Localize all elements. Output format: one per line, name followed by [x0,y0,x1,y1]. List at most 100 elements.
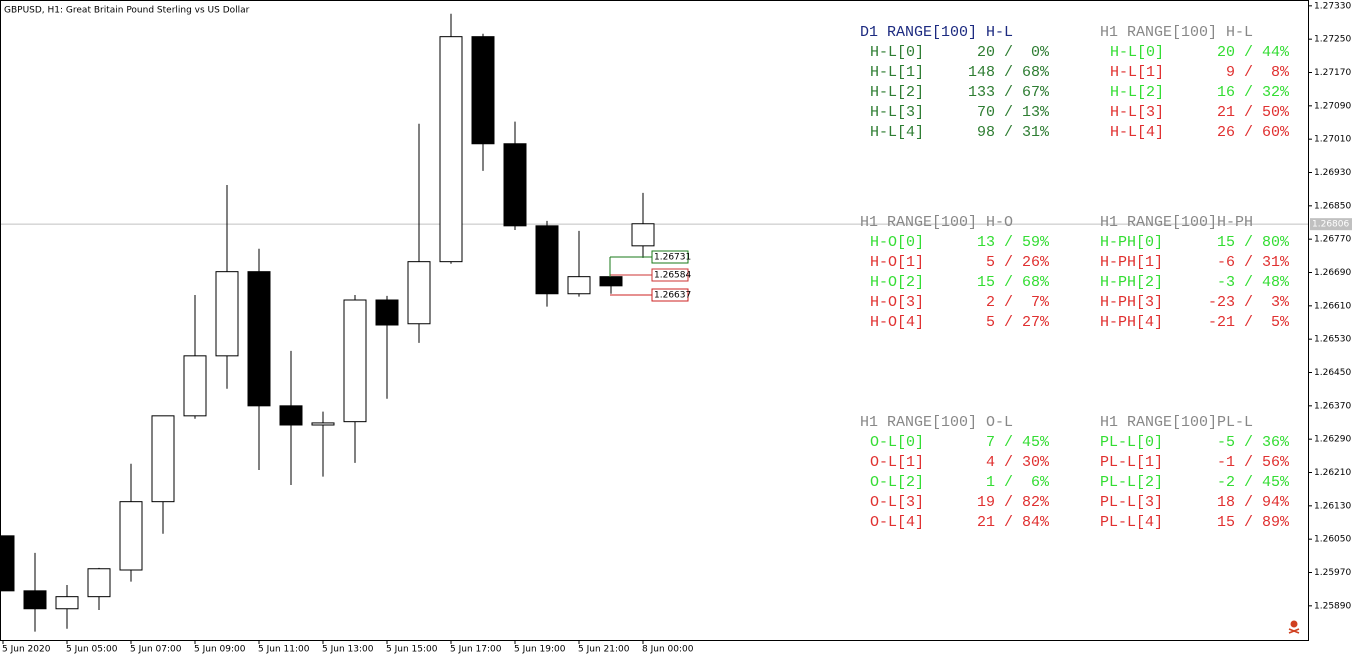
candle-body [439,36,463,263]
y-tick-label: 1.25970 [1314,568,1351,578]
panel-row-label: H-L[1] [870,64,924,81]
last-price-label: 1.26806 [1312,220,1349,230]
panel-row-value: 2 / 7% [986,294,1050,311]
price-label-box [651,250,689,264]
x-tick-label: 5 Jun 09:00 [194,645,246,655]
x-tick-label: 5 Jun 15:00 [386,645,438,655]
candle-body [183,355,207,417]
panel-row-label: H-O[1] [870,254,924,271]
candle-body [215,271,239,357]
x-tick-label: 5 Jun 21:00 [578,645,630,655]
x-tick-label: 5 Jun 07:00 [130,645,182,655]
panel-row-value: 5 / 27% [986,314,1050,331]
candle-body [567,276,591,295]
y-tick-label: 1.26610 [1314,301,1351,311]
x-tick-label: 8 Jun 00:00 [642,645,694,655]
candle-body [311,422,335,426]
y-tick-label: 1.26290 [1314,435,1351,445]
panel-row-value: 15 / 80% [1217,234,1290,251]
y-tick-label: 1.27090 [1314,101,1351,111]
panel-row-value: 4 / 30% [986,454,1050,471]
panel-title: H1 RANGE[100] H-L [1100,24,1253,41]
candle-body [55,596,79,610]
panel-row-value: 5 / 26% [986,254,1050,271]
panel-title: H1 RANGE[100]H-PH [1100,214,1253,231]
x-tick-label: 5 Jun 13:00 [322,645,374,655]
panel-row-value: 16 / 32% [1217,84,1290,101]
panel-row-value: 9 / 8% [1226,64,1290,81]
panel-row-label: O-L[0] [870,434,924,451]
candle-body [279,405,303,426]
panel-row-value: 20 / 0% [977,44,1050,61]
panel-title: H1 RANGE[100] O-L [860,414,1013,431]
candle-body [247,271,271,407]
panel-row-label: O-L[3] [870,494,924,511]
price-label: 1.26731 [654,253,691,263]
y-tick-label: 1.26130 [1314,501,1351,511]
candle-body [631,223,655,247]
panel-row-value: 13 / 59% [977,234,1050,251]
panel-row-value: -6 / 31% [1217,254,1290,271]
candle-body [151,415,175,503]
x-tick-label: 5 Jun 2020 [2,645,51,655]
panel-row-label: H-PH[4] [1100,314,1163,331]
y-tick-label: 1.26050 [1314,535,1351,545]
panel-row-value: -1 / 56% [1217,454,1290,471]
panel-row-value: 70 / 13% [977,104,1050,121]
panel-row-value: 7 / 45% [986,434,1050,451]
candle-body [375,299,399,326]
panel-title: D1 RANGE[100] H-L [860,24,1013,41]
candle-body [0,535,15,592]
panel-row-value: 20 / 44% [1217,44,1290,61]
panel-row-label: H-PH[0] [1100,234,1163,251]
panel-row-value: 15 / 68% [977,274,1050,291]
panel-row-value: 98 / 31% [977,124,1050,141]
panel-row-label: H-O[2] [870,274,924,291]
panel-row-value: -5 / 36% [1217,434,1290,451]
panel-row-value: -21 / 5% [1208,314,1290,331]
panel-row-label: H-O[0] [870,234,924,251]
panel-row-label: H-L[2] [1110,84,1164,101]
panel-row-label: H-L[1] [1110,64,1164,81]
candle-body [23,590,47,610]
panel-row-value: 21 / 84% [977,514,1050,531]
candle-body [535,225,559,295]
candle-body [343,299,367,423]
y-tick-label: 1.26850 [1314,201,1351,211]
y-tick-label: 1.26930 [1314,168,1351,178]
panel-row-label: H-L[4] [1110,124,1164,141]
chart-title: GBPUSD, H1: Great Britain Pound Sterling… [4,6,250,16]
y-tick-label: 1.26690 [1314,268,1351,278]
panel-row-label: H-L[4] [870,124,924,141]
panel-row-label: O-L[1] [870,454,924,471]
candle-body [87,568,111,598]
price-label-box [651,288,689,302]
y-tick-label: 1.27330 [1314,1,1351,11]
panel-row-value: 15 / 89% [1217,514,1290,531]
panel-row-value: -3 / 48% [1217,274,1290,291]
panel-row-label: PL-L[3] [1100,494,1163,511]
y-tick-label: 1.27010 [1314,135,1351,145]
panel-row-value: 133 / 67% [968,84,1050,101]
panel-row-label: PL-L[1] [1100,454,1163,471]
candle-body [503,143,527,227]
y-tick-label: 1.26370 [1314,401,1351,411]
panel-row-value: 18 / 94% [1217,494,1290,511]
panel-row-label: O-L[4] [870,514,924,531]
panel-row-label: H-PH[3] [1100,294,1163,311]
candle-body [407,261,431,325]
panel-row-label: H-L[3] [870,104,924,121]
panel-row-value: -2 / 45% [1217,474,1290,491]
y-tick-label: 1.26530 [1314,335,1351,345]
x-tick-label: 5 Jun 17:00 [450,645,502,655]
y-tick-label: 1.26770 [1314,235,1351,245]
candle-body [119,501,143,571]
panel-row-label: PL-L[2] [1100,474,1163,491]
panel-row-label: PL-L[0] [1100,434,1163,451]
price-label: 1.26637 [654,291,691,301]
panel-row-label: H-L[2] [870,84,924,101]
panel-row-value: 1 / 6% [986,474,1050,491]
last-price-box [1310,218,1352,231]
x-tick-label: 5 Jun 11:00 [258,645,310,655]
